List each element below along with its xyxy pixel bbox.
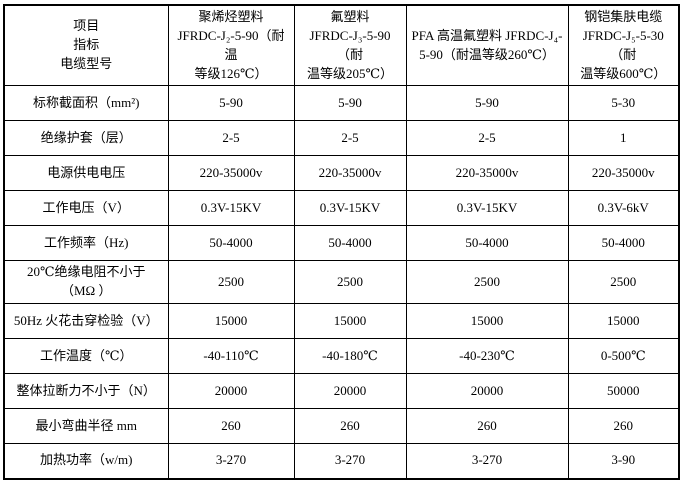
value-cell: 0.3V-6kV [567, 190, 680, 227]
table-row-heating-power: 加热功率（w/m) 3-270 3-270 3-270 3-90 [3, 443, 680, 480]
value-cell: 15000 [167, 303, 295, 340]
value-cell: 3-270 [405, 443, 569, 480]
value-cell: 50-4000 [567, 225, 680, 262]
value-cell: 0.3V-15KV [405, 190, 569, 227]
value-cell: 50-4000 [405, 225, 569, 262]
table-row-bend-radius: 最小弯曲半径 mm 260 260 260 260 [3, 408, 680, 445]
header-row: 项目 指标 电缆型号 聚烯烃塑料 JFRDC-J₂-5-90（耐温 等级126℃… [3, 4, 680, 87]
value-cell: 2500 [167, 260, 295, 305]
row-label: 最小弯曲半径 mm [3, 408, 169, 445]
value-cell: -40-180℃ [293, 338, 407, 375]
row-label: 电源供电电压 [3, 155, 169, 192]
value-cell: 50-4000 [293, 225, 407, 262]
table-row-insulation-resistance: 20℃绝缘电阻不小于 （MΩ ） 2500 2500 2500 2500 [3, 260, 680, 305]
value-cell: 220-35000v [405, 155, 569, 192]
value-cell: 0.3V-15KV [293, 190, 407, 227]
value-cell: 2-5 [167, 120, 295, 157]
table-row-working-temperature: 工作温度（℃） -40-110℃ -40-180℃ -40-230℃ 0-500… [3, 338, 680, 375]
value-cell: 15000 [567, 303, 680, 340]
value-cell: 15000 [405, 303, 569, 340]
value-cell: 5-30 [567, 85, 680, 122]
value-cell: 3-90 [567, 443, 680, 480]
value-cell: 0.3V-15KV [167, 190, 295, 227]
value-cell: 2-5 [293, 120, 407, 157]
table-row-tensile-strength: 整体拉断力不小于（N） 20000 20000 20000 50000 [3, 373, 680, 410]
value-cell: 2500 [293, 260, 407, 305]
table-row-supply-voltage: 电源供电电压 220-35000v 220-35000v 220-35000v … [3, 155, 680, 192]
row-label: 20℃绝缘电阻不小于 （MΩ ） [3, 260, 169, 305]
value-cell: 220-35000v [567, 155, 680, 192]
value-cell: 3-270 [293, 443, 407, 480]
value-cell: 260 [405, 408, 569, 445]
value-cell: 5-90 [293, 85, 407, 122]
value-cell: 3-270 [167, 443, 295, 480]
value-cell: 20000 [293, 373, 407, 410]
value-cell: 260 [167, 408, 295, 445]
row-label: 工作电压（V） [3, 190, 169, 227]
header-col-pfa: PFA 高温氟塑料 JFRDC-J₄- 5-90（耐温等级260℃） [405, 4, 569, 87]
row-label: 工作频率（Hz) [3, 225, 169, 262]
value-cell: 50000 [567, 373, 680, 410]
row-label: 工作温度（℃） [3, 338, 169, 375]
value-cell: 2-5 [405, 120, 569, 157]
row-label: 绝缘护套（层） [3, 120, 169, 157]
header-col-polyolefin: 聚烯烃塑料 JFRDC-J₂-5-90（耐温 等级126℃） [167, 4, 295, 87]
value-cell: 0-500℃ [567, 338, 680, 375]
value-cell: 220-35000v [167, 155, 295, 192]
row-label: 整体拉断力不小于（N） [3, 373, 169, 410]
value-cell: 20000 [167, 373, 295, 410]
row-label: 标称截面积（mm²) [3, 85, 169, 122]
value-cell: 2500 [567, 260, 680, 305]
value-cell: 1 [567, 120, 680, 157]
table-row-spark-test: 50Hz 火花击穿检验（V） 15000 15000 15000 15000 [3, 303, 680, 340]
table-row-working-frequency: 工作频率（Hz) 50-4000 50-4000 50-4000 50-4000 [3, 225, 680, 262]
value-cell: 260 [293, 408, 407, 445]
table-row-insulation-layers: 绝缘护套（层） 2-5 2-5 2-5 1 [3, 120, 680, 157]
value-cell: 20000 [405, 373, 569, 410]
value-cell: 50-4000 [167, 225, 295, 262]
table-row-working-voltage: 工作电压（V） 0.3V-15KV 0.3V-15KV 0.3V-15KV 0.… [3, 190, 680, 227]
value-cell: -40-230℃ [405, 338, 569, 375]
header-col-steel-armored: 钢铠集肤电缆 JFRDC-J₅-5-30（耐 温等级600℃） [567, 4, 680, 87]
value-cell: 5-90 [405, 85, 569, 122]
value-cell: -40-110℃ [167, 338, 295, 375]
header-corner-cell: 项目 指标 电缆型号 [3, 4, 169, 87]
table-row-cross-section: 标称截面积（mm²) 5-90 5-90 5-90 5-30 [3, 85, 680, 122]
value-cell: 220-35000v [293, 155, 407, 192]
row-label: 加热功率（w/m) [3, 443, 169, 480]
value-cell: 15000 [293, 303, 407, 340]
header-col-fluoroplastic: 氟塑料 JFRDC-J₃-5-90（耐 温等级205℃） [293, 4, 407, 87]
value-cell: 5-90 [167, 85, 295, 122]
row-label: 50Hz 火花击穿检验（V） [3, 303, 169, 340]
cable-spec-table: 项目 指标 电缆型号 聚烯烃塑料 JFRDC-J₂-5-90（耐温 等级126℃… [3, 4, 680, 480]
value-cell: 2500 [405, 260, 569, 305]
value-cell: 260 [567, 408, 680, 445]
